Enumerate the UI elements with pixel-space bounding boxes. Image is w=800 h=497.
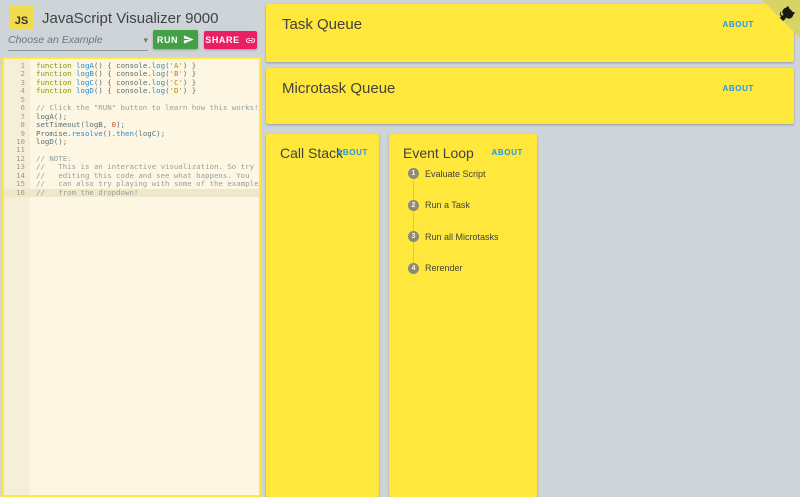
line-number: 11 bbox=[16, 145, 25, 155]
example-select[interactable]: Choose an Example ▾ bbox=[8, 30, 148, 51]
step-label: Rerender bbox=[425, 263, 463, 273]
github-corner-octocat-icon[interactable] bbox=[762, 0, 800, 38]
call-stack-about-link[interactable]: ABOUT bbox=[336, 148, 368, 157]
line-number: 8 bbox=[20, 120, 25, 130]
task-queue-panel: Task Queue ABOUT bbox=[266, 4, 794, 62]
code-line[interactable]: // can also try playing with some of the… bbox=[36, 179, 259, 189]
line-number: 14 bbox=[16, 170, 25, 180]
step-number-badge: 2 bbox=[408, 199, 419, 211]
code-line[interactable]: // Click the "RUN" button to learn how t… bbox=[36, 103, 259, 113]
event-loop-title: Event Loop bbox=[403, 145, 474, 161]
step-number-badge: 1 bbox=[408, 168, 419, 179]
code-line[interactable]: function logC() { console.log('C') } bbox=[36, 77, 197, 87]
event-loop-about-link[interactable]: ABOUT bbox=[491, 148, 523, 157]
send-icon bbox=[184, 35, 194, 44]
event-loop-steps: 1 Evaluate Script 2 Run a Task 3 Run all Micr… bbox=[389, 134, 537, 497]
code-line[interactable]: logD(); bbox=[36, 136, 68, 146]
code-editor[interactable]: 1 2 3 4 5 6 7 8 9 10 11 12 13 14 15 16 function logA() … bbox=[2, 57, 261, 497]
stepper-connector-line bbox=[413, 180, 414, 268]
code-line[interactable]: function logA() { console.log('A') } bbox=[36, 61, 197, 70]
microtask-queue-panel: Microtask Queue ABOUT bbox=[266, 68, 794, 124]
event-loop-step: 4 Rerender bbox=[408, 262, 463, 274]
editor-gutter: 1 2 3 4 5 6 7 8 9 10 11 12 13 14 15 16 bbox=[4, 59, 30, 495]
code-line[interactable]: setTimeout(logB, 0); bbox=[36, 120, 126, 130]
step-number-badge: 4 bbox=[408, 262, 419, 274]
link-icon bbox=[245, 37, 255, 43]
line-number: 15 bbox=[16, 179, 25, 189]
microtask-queue-title: Microtask Queue bbox=[282, 80, 396, 97]
call-stack-title: Call Stack bbox=[280, 145, 344, 161]
step-number-badge: 3 bbox=[408, 231, 419, 242]
event-loop-step: 1 Evaluate Script bbox=[408, 168, 486, 179]
example-select-value: Choose an Example bbox=[8, 34, 103, 46]
event-loop-step: 3 Run all Microtasks bbox=[408, 231, 499, 242]
page-title: JavaScript Visualizer 9000 bbox=[42, 10, 219, 27]
editor-code[interactable]: function logA() { console.log('A') } func… bbox=[30, 59, 259, 495]
line-number: 10 bbox=[16, 136, 25, 146]
step-label: Run a Task bbox=[425, 200, 470, 210]
chevron-down-icon: ▾ bbox=[143, 34, 148, 45]
task-queue-title: Task Queue bbox=[282, 16, 363, 33]
code-line[interactable]: function logB() { console.log('B') } bbox=[36, 69, 197, 79]
run-button-label: RUN bbox=[156, 34, 179, 45]
code-line[interactable]: // NOTE: bbox=[36, 153, 72, 163]
line-number: 12 bbox=[16, 153, 25, 163]
run-button[interactable]: RUN bbox=[153, 30, 198, 49]
line-number: 5 bbox=[20, 94, 25, 104]
code-line[interactable]: logA(); bbox=[36, 111, 68, 121]
line-number: 13 bbox=[16, 162, 25, 172]
share-button-label: SHARE bbox=[205, 35, 240, 45]
line-number: 2 bbox=[20, 69, 25, 79]
line-number: 9 bbox=[20, 128, 25, 138]
step-label: Run all Microtasks bbox=[425, 231, 499, 242]
task-queue-about-link[interactable]: ABOUT bbox=[722, 20, 754, 29]
event-loop-step: 2 Run a Task bbox=[408, 199, 470, 211]
step-label: Evaluate Script bbox=[425, 168, 486, 179]
code-line[interactable]: // from the dropdown! bbox=[30, 188, 259, 197]
code-line[interactable]: // This is an interactive visualization.… bbox=[36, 162, 255, 172]
code-line[interactable]: Promise.resolve().then(logC); bbox=[36, 128, 166, 138]
js-logo-icon: JS bbox=[10, 6, 33, 29]
code-line[interactable]: // editing this code and see what happen… bbox=[36, 170, 250, 180]
code-line[interactable]: function logD() { console.log('D') } bbox=[36, 86, 197, 96]
microtask-queue-about-link[interactable]: ABOUT bbox=[722, 84, 754, 93]
event-loop-panel: Event Loop ABOUT 1 Evaluate Script 2 Run a … bbox=[389, 134, 537, 497]
line-number: 16 bbox=[4, 188, 30, 197]
line-number: 1 bbox=[20, 61, 25, 70]
call-stack-panel: Call Stack ABOUT bbox=[266, 134, 379, 497]
line-number: 6 bbox=[20, 103, 25, 113]
line-number: 3 bbox=[20, 77, 25, 87]
share-button[interactable]: SHARE bbox=[204, 31, 257, 49]
line-number: 7 bbox=[20, 111, 25, 121]
line-number: 4 bbox=[20, 86, 25, 96]
